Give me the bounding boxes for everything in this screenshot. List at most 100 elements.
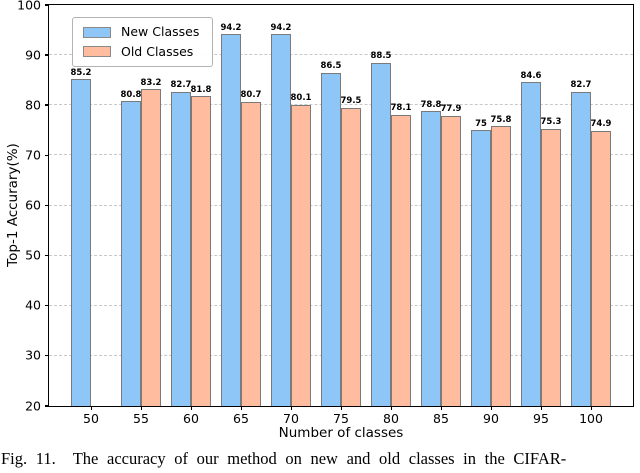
bar-value-label-old-classes-70: 80.1 — [290, 93, 312, 104]
y-tick-mark-70 — [45, 154, 49, 156]
x-tick-mark-55 — [141, 406, 143, 410]
y-tick-mark-100 — [45, 4, 49, 6]
bar-new-classes-70 — [271, 34, 291, 406]
x-tick-mark-85 — [441, 406, 443, 410]
bar-value-label-old-classes-100: 74.9 — [590, 119, 612, 130]
y-tick-label-80: 80 — [25, 97, 41, 112]
bar-group-55: 80.8 83.2 — [121, 5, 161, 406]
bar-old-classes-60 — [191, 96, 211, 406]
legend: New Classes Old Classes — [72, 17, 214, 67]
bar-slot-new-classes-90: 75 — [471, 5, 491, 406]
x-tick-mark-100 — [591, 406, 593, 410]
y-tick-label-70: 70 — [25, 147, 41, 163]
x-tick-mark-50 — [91, 406, 93, 410]
bar-slot-old-classes-95: 75.3 — [541, 5, 561, 406]
bar-slot-new-classes-85: 78.8 — [421, 5, 441, 406]
bar-value-label-old-classes-60: 81.8 — [190, 84, 212, 95]
bar-group-60: 82.7 81.8 — [171, 5, 211, 406]
bar-slot-new-classes-95: 84.6 — [521, 5, 541, 406]
bar-new-classes-85 — [421, 111, 441, 406]
bar-group-75: 86.5 79.5 — [321, 5, 361, 406]
y-tick-mark-60 — [45, 204, 49, 206]
bar-slot-old-classes-100: 74.9 — [591, 5, 611, 406]
bar-value-label-new-classes-75: 86.5 — [320, 61, 342, 72]
bar-slot-new-classes-70: 94.2 — [271, 5, 291, 406]
y-tick-mark-40 — [45, 304, 49, 307]
bar-slot-old-classes-90: 75.8 — [491, 5, 511, 406]
x-tick-mark-80 — [391, 406, 393, 410]
bar-value-label-old-classes-90: 75.8 — [490, 114, 512, 125]
gridline-80 — [49, 104, 633, 106]
y-tick-label-90: 90 — [25, 46, 41, 62]
bar-old-classes-95 — [541, 128, 561, 406]
bar-value-label-new-classes-100: 82.7 — [570, 80, 592, 91]
bar-value-label-old-classes-75: 79.5 — [340, 96, 362, 107]
bar-value-label-new-classes-70: 94.2 — [270, 22, 292, 33]
bar-value-label-new-classes-50: 85.2 — [70, 67, 92, 78]
bar-value-label-new-classes-85: 78.8 — [420, 99, 442, 110]
bar-group-80: 88.5 78.1 — [371, 5, 411, 406]
bar-value-label-new-classes-60: 82.7 — [170, 80, 192, 91]
legend-swatch-old-classes-icon — [83, 46, 111, 58]
y-tick-label-50: 50 — [25, 247, 41, 263]
bar-value-label-new-classes-90: 75 — [475, 118, 487, 129]
bar-new-classes-100 — [571, 91, 591, 406]
x-tick-label-75: 75 — [333, 411, 349, 426]
bar-value-label-new-classes-95: 84.6 — [520, 70, 542, 81]
bar-value-label-old-classes-80: 78.1 — [390, 103, 412, 114]
bar-old-classes-90 — [491, 126, 511, 406]
y-tick-mark-80 — [45, 104, 49, 106]
bar-value-label-old-classes-55: 83.2 — [140, 77, 162, 88]
bar-value-label-new-classes-80: 88.5 — [370, 51, 392, 62]
bar-old-classes-70 — [291, 104, 311, 406]
x-tick-label-85: 85 — [433, 411, 449, 426]
y-tick-mark-30 — [45, 355, 49, 357]
x-tick-label-100: 100 — [579, 411, 603, 426]
y-tick-label-100: 100 — [17, 0, 41, 12]
bar-slot-old-classes-60: 81.8 — [191, 5, 211, 406]
x-tick-label-60: 60 — [183, 411, 199, 426]
legend-swatch-new-classes-icon — [83, 26, 111, 38]
bar-new-classes-55 — [121, 101, 141, 406]
bar-slot-new-classes-50: 85.2 — [71, 5, 91, 406]
x-tick-mark-90 — [491, 406, 493, 410]
x-tick-label-90: 90 — [483, 411, 499, 426]
bar-value-label-new-classes-65: 94.2 — [220, 22, 242, 33]
x-tick-mark-60 — [191, 406, 193, 410]
legend-label-new-classes: New Classes — [121, 24, 200, 39]
x-tick-mark-70 — [291, 406, 293, 410]
x-tick-label-50: 50 — [83, 411, 99, 426]
x-tick-label-95: 95 — [533, 411, 549, 426]
bar-value-label-old-classes-85: 77.9 — [440, 104, 462, 115]
bar-group-70: 94.2 80.1 — [271, 5, 311, 406]
y-tick-label-40: 40 — [25, 297, 41, 313]
y-tick-label-60: 60 — [25, 197, 41, 213]
bar-new-classes-75 — [321, 72, 341, 406]
bar-new-classes-60 — [171, 91, 191, 406]
x-tick-label-70: 70 — [283, 411, 299, 426]
bar-slot-old-classes-65: 80.7 — [241, 5, 261, 406]
plot-area: New Classes Old Classes 20 30 40 50 60 70 80 90… — [17, 0, 634, 425]
x-tick-mark-75 — [341, 406, 343, 410]
legend-label-old-classes: Old Classes — [121, 43, 194, 59]
bar-new-classes-80 — [371, 62, 391, 406]
y-tick-label-30: 30 — [25, 347, 41, 363]
bar-old-classes-85 — [441, 115, 461, 406]
bar-slot-new-classes-80: 88.5 — [371, 5, 391, 406]
bar-value-label-old-classes-65: 80.7 — [240, 90, 262, 101]
y-tick-mark-50 — [45, 254, 49, 257]
bar-value-label-new-classes-55: 80.8 — [120, 89, 142, 100]
y-tick-label-20: 20 — [25, 397, 41, 413]
bar-value-label-old-classes-95: 75.3 — [540, 117, 562, 128]
x-tick-mark-95 — [541, 406, 543, 410]
bar-slot-old-classes-85: 77.9 — [441, 5, 461, 406]
bar-slot-old-classes-80: 78.1 — [391, 5, 411, 406]
bar-new-classes-50 — [71, 79, 91, 406]
bar-slot-old-classes-75: 79.5 — [341, 5, 361, 406]
bar-slot-old-classes-55: 83.2 — [141, 5, 161, 406]
bar-group-95: 84.6 75.3 — [521, 5, 561, 406]
gridline-90 — [49, 54, 633, 56]
bar-slot-new-classes-60: 82.7 — [171, 5, 191, 406]
bar-old-classes-80 — [391, 114, 411, 406]
bar-slot-new-classes-65: 94.2 — [221, 5, 241, 406]
